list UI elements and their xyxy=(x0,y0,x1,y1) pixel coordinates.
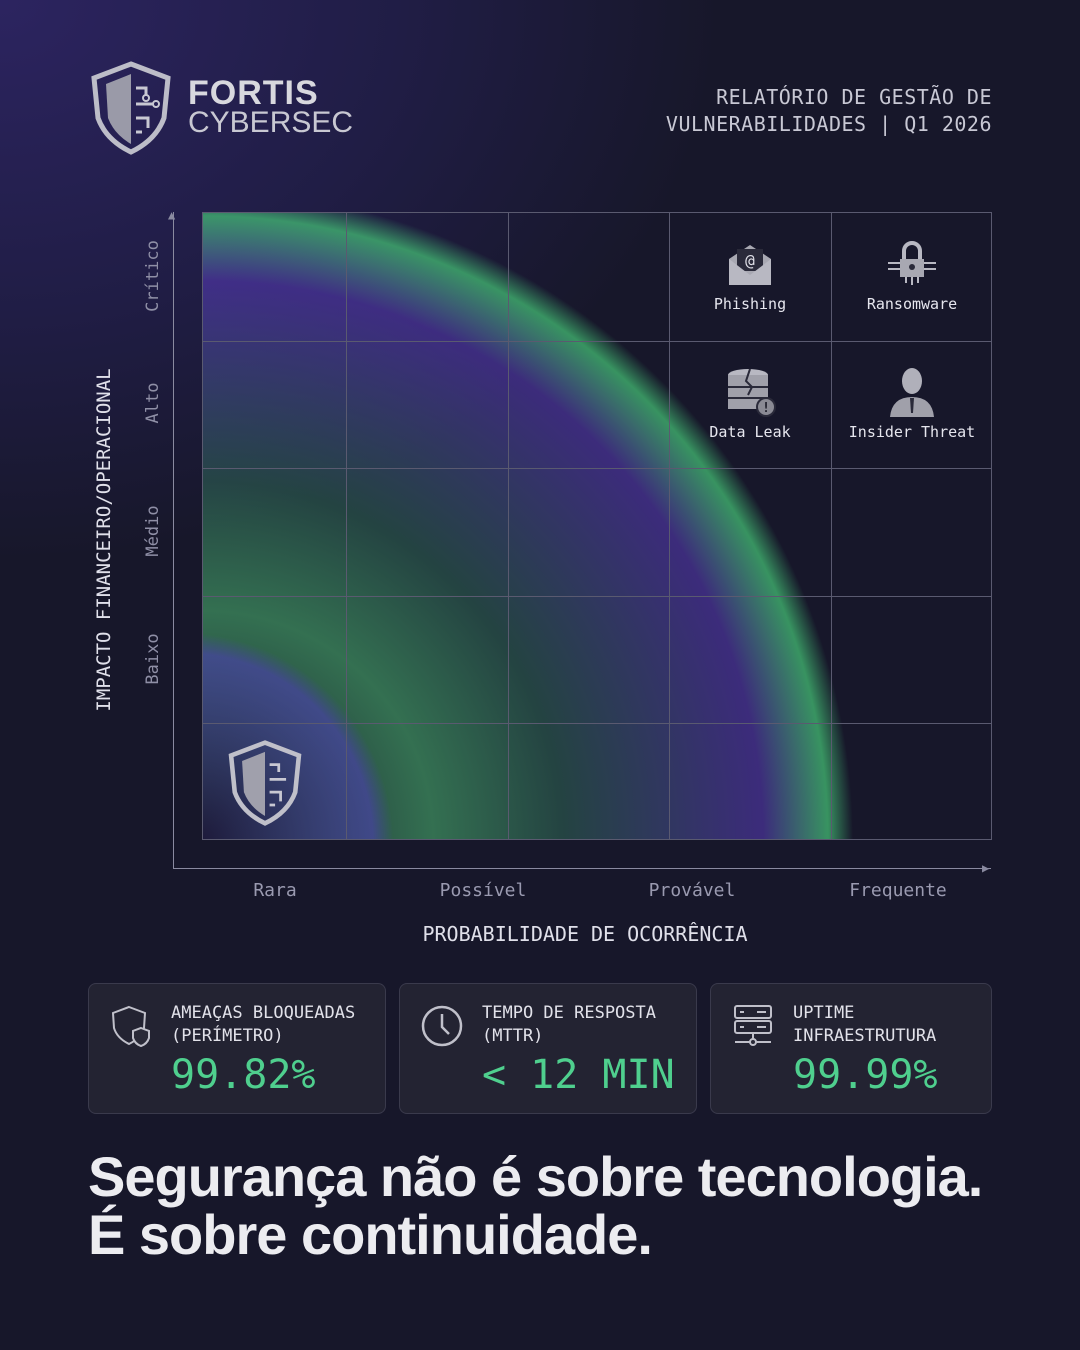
risk-item-data-leak[interactable]: ! Data Leak xyxy=(670,365,830,441)
y-axis-arrow-icon: ▲ xyxy=(168,208,176,222)
metric-value: < 12 MIN xyxy=(482,1052,675,1098)
risk-item-label: Data Leak xyxy=(709,423,791,441)
y-tick: Baixo xyxy=(143,633,163,685)
report-title: RELATÓRIO DE GESTÃO DE VULNERABILIDADES … xyxy=(666,84,992,138)
metric-sublabel: INFRAESTRUTURA xyxy=(793,1026,937,1046)
grid-line xyxy=(203,341,991,342)
grid-line xyxy=(669,213,670,839)
risk-item-label: Ransomware xyxy=(866,295,958,313)
x-axis-arrow-icon: ▶ xyxy=(982,861,990,875)
envelope-at-icon: @ xyxy=(729,245,771,285)
risk-matrix: @ Phishing Ransomware ! Data Leak Inside… xyxy=(202,212,992,840)
metric-sublabel: (MTTR) xyxy=(482,1026,544,1046)
clock-icon xyxy=(421,1005,463,1047)
metric-sublabel: (PERÍMETRO) xyxy=(171,1026,284,1046)
metric-label: TEMPO DE RESPOSTA xyxy=(482,1003,656,1023)
metric-label: UPTIME xyxy=(793,1003,855,1023)
metric-label: AMEAÇAS BLOQUEADAS xyxy=(171,1003,356,1023)
grid-line xyxy=(203,468,991,469)
metric-card-response-time: TEMPO DE RESPOSTA (MTTR) < 12 MIN xyxy=(399,983,697,1114)
risk-item-phishing[interactable]: @ Phishing xyxy=(670,239,830,313)
person-silhouette-icon xyxy=(890,368,934,417)
svg-text:!: ! xyxy=(762,401,770,416)
grid-line xyxy=(346,213,347,839)
grid-line xyxy=(831,213,832,839)
grid-line xyxy=(508,213,509,839)
tagline-line1: Segurança não é sobre tecnologia. xyxy=(88,1145,983,1208)
x-tick: Possível xyxy=(439,880,527,901)
x-axis-label: PROBABILIDADE DE OCORRÊNCIA xyxy=(422,922,748,946)
y-tick: Crítico xyxy=(143,240,163,312)
grid-line xyxy=(203,596,991,597)
metric-value: 99.99% xyxy=(793,1052,938,1098)
x-tick: Rara xyxy=(253,880,297,901)
y-tick: Alto xyxy=(143,382,163,424)
shield-circuit-icon xyxy=(228,740,302,826)
y-tick: Médio xyxy=(143,505,163,557)
metric-card-threats: AMEAÇAS BLOQUEADAS (PERÍMETRO) 99.82% xyxy=(88,983,386,1114)
brand-logo: FORTIS CYBERSEC xyxy=(86,60,353,156)
metric-value: 99.82% xyxy=(171,1052,316,1098)
shield-icon xyxy=(111,1005,150,1048)
server-icon xyxy=(734,1005,772,1046)
brand-subname: CYBERSEC xyxy=(188,106,354,139)
risk-glow-small xyxy=(203,213,991,839)
broken-database-icon: ! xyxy=(728,368,776,417)
tagline: Segurança não é sobre tecnologia. É sobr… xyxy=(88,1145,983,1266)
x-tick: Frequente xyxy=(849,880,947,901)
padlock-circuit-icon xyxy=(888,241,936,285)
risk-item-label: Insider Threat xyxy=(848,423,976,441)
risk-item-ransomware[interactable]: Ransomware xyxy=(832,239,991,313)
report-title-line2: VULNERABILIDADES | Q1 2026 xyxy=(665,112,992,136)
risk-item-label: Phishing xyxy=(713,295,787,313)
y-axis-label: IMPACTO FINANCEIRO/OPERACIONAL xyxy=(93,368,115,712)
brand-name: FORTIS xyxy=(188,74,319,112)
tagline-line2: É sobre continuidade. xyxy=(88,1203,653,1266)
svg-text:@: @ xyxy=(745,251,755,270)
shield-circuit-icon xyxy=(91,61,171,155)
report-title-line1: RELATÓRIO DE GESTÃO DE xyxy=(716,85,992,109)
y-axis xyxy=(173,212,174,868)
metric-card-uptime: UPTIME INFRAESTRUTURA 99.99% xyxy=(710,983,992,1114)
risk-item-insider-threat[interactable]: Insider Threat xyxy=(832,365,991,441)
grid-line xyxy=(203,723,991,724)
x-tick: Provável xyxy=(648,880,736,901)
x-axis xyxy=(173,868,991,869)
